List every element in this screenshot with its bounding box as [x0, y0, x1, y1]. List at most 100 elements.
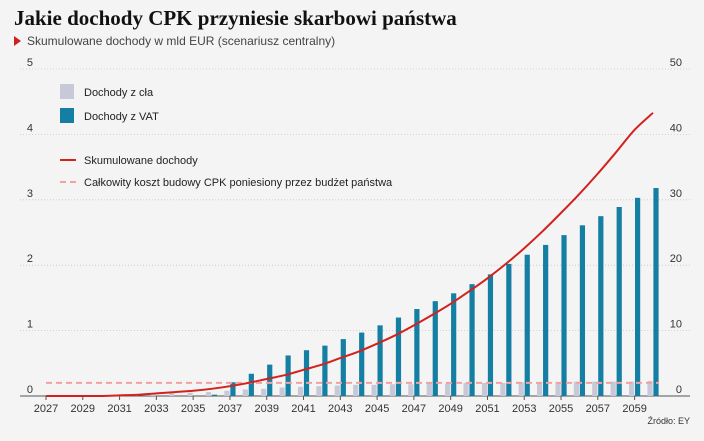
bar-cla — [481, 382, 488, 396]
bar-cla — [389, 384, 396, 396]
chart-subtitle: Skumulowane dochody w mld EUR (scenarius… — [14, 34, 335, 48]
bar-cla — [426, 383, 432, 396]
source-label: Źródło: EY — [647, 416, 690, 426]
x-tick-label: 2047 — [402, 403, 426, 415]
chart-title: Jakie dochody CPK przyniesie skarbowi pa… — [14, 6, 457, 30]
right-tick-label: 20 — [670, 253, 682, 265]
cumulative-line — [45, 112, 654, 398]
legend-swatch-vat — [60, 108, 74, 123]
bar-cla — [353, 384, 359, 396]
x-tick-label: 2037 — [218, 403, 242, 415]
right-tick-label: 10 — [670, 319, 682, 331]
bar-cla — [445, 383, 451, 396]
bar-cla — [500, 382, 506, 396]
bar-cla — [316, 386, 322, 396]
right-tick-label: 0 — [676, 384, 682, 396]
x-tick-label: 2059 — [622, 403, 646, 415]
left-tick-label: 0 — [27, 384, 33, 396]
x-tick-label: 2029 — [71, 403, 95, 415]
bar-vat — [248, 373, 254, 396]
bar-vat — [469, 284, 475, 396]
bar-cla — [261, 388, 267, 396]
x-tick-label: 2041 — [291, 403, 315, 415]
left-tick-label: 3 — [27, 188, 33, 200]
bar-cla — [371, 384, 377, 396]
bar-vat — [616, 206, 622, 396]
x-tick-label: 2051 — [475, 403, 499, 415]
x-tick-label: 2031 — [107, 403, 131, 415]
bar-cla — [537, 382, 543, 396]
x-tick-label: 2049 — [438, 403, 462, 415]
left-tick-label: 1 — [27, 319, 33, 331]
bar-cla — [463, 382, 469, 396]
triangle-marker-icon — [14, 36, 21, 46]
bar-vat — [395, 317, 402, 396]
bar-vat — [377, 325, 383, 396]
bar-vat — [561, 235, 567, 396]
bar-cla — [334, 385, 340, 396]
bar-vat — [487, 274, 494, 396]
legend-label-cost: Całkowity koszt budowy CPK poniesiony pr… — [84, 177, 393, 189]
bar-vat — [635, 197, 641, 396]
bar-vat — [598, 216, 604, 396]
bar-cla — [592, 381, 598, 396]
bar-cla — [555, 382, 561, 396]
bar-vat — [230, 382, 236, 396]
bar-cla — [297, 386, 304, 396]
bar-vat — [267, 364, 273, 396]
x-tick-label: 2035 — [181, 403, 205, 415]
bar-vat — [303, 350, 310, 396]
x-tick-label: 2045 — [365, 403, 389, 415]
bars-vat-series — [211, 188, 659, 396]
x-tick-label: 2055 — [549, 403, 573, 415]
left-tick-label: 4 — [27, 122, 33, 134]
right-tick-label: 40 — [670, 122, 682, 134]
x-tick-label: 2039 — [254, 403, 278, 415]
bar-vat — [211, 394, 218, 396]
bar-vat — [451, 293, 457, 396]
legend: Dochody z cła Dochody z VAT Skumulowane … — [60, 84, 393, 189]
bar-cla — [242, 389, 248, 396]
left-tick-label: 2 — [27, 253, 33, 265]
bar-cla — [610, 381, 616, 396]
legend-label-cla: Dochody z cła — [84, 87, 154, 99]
bar-vat — [524, 254, 530, 396]
bar-cla — [224, 390, 230, 396]
bar-cla — [573, 381, 580, 396]
bar-cla — [279, 387, 285, 396]
bar-vat — [359, 332, 365, 396]
bar-vat — [322, 345, 328, 396]
x-tick-label: 2033 — [144, 403, 168, 415]
right-axis-ticks: 0 10 20 30 40 50 — [670, 57, 682, 396]
x-tick-label: 2053 — [512, 403, 536, 415]
bar-cla — [150, 394, 156, 396]
bar-vat — [506, 263, 512, 396]
legend-label-vat: Dochody z VAT — [84, 111, 159, 123]
chart-subtitle-text: Skumulowane dochody w mld EUR (scenarius… — [27, 34, 336, 48]
bar-cla — [205, 392, 212, 396]
bar-cla — [169, 393, 175, 396]
bar-cla — [647, 380, 653, 396]
x-tick-label: 2057 — [586, 403, 610, 415]
cumulative-line-group — [45, 112, 654, 398]
bar-vat — [653, 188, 659, 396]
bar-vat — [340, 339, 346, 396]
bar-cla — [408, 384, 414, 396]
bar-vat — [285, 355, 291, 396]
x-tick-label: 2027 — [34, 403, 58, 415]
legend-swatch-cla — [60, 84, 74, 99]
bar-vat — [432, 301, 438, 396]
bar-cla — [518, 382, 524, 396]
bar-cla — [187, 392, 193, 396]
bar-vat — [579, 225, 586, 396]
bar-vat — [414, 309, 420, 396]
x-axis-ticks: 2027 2029 2031 2033 2035 2037 2039 2041 2043 2045… — [34, 396, 647, 415]
left-axis-ticks: 0 1 2 3 4 5 — [27, 57, 33, 396]
right-tick-label: 30 — [670, 188, 682, 200]
bars-cla-series — [113, 380, 653, 396]
bar-cla — [629, 381, 635, 396]
right-tick-label: 50 — [670, 57, 682, 69]
bar-vat — [543, 244, 549, 396]
